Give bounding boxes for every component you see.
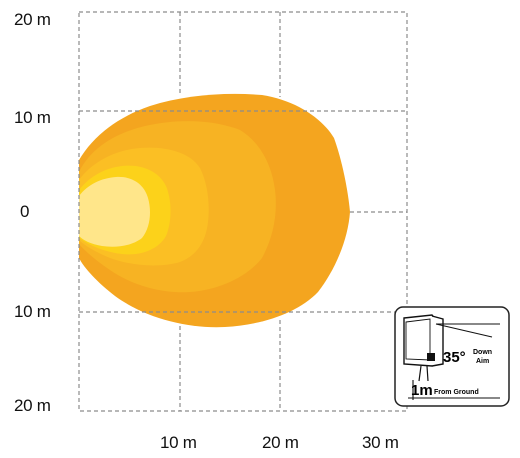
y-label: 10 m [14,302,51,321]
inset-angle-label-1: Down [473,349,492,356]
y-label: 0 [20,202,29,221]
beam-pattern [79,93,350,328]
inset-height-label: From Ground [434,389,479,396]
y-axis-labels: 20 m 10 m 0 10 m 20 m [14,10,51,415]
work-light-mount-icon [403,314,500,400]
y-label: 10 m [14,108,51,127]
x-label: 10 m [160,433,197,452]
x-axis-labels: 10 m 20 m 30 m [160,433,399,452]
beam-zone-core [79,176,150,247]
inset-angle-label-2: Aim [476,358,489,365]
inset-height: 1m [411,382,433,399]
mounting-inset: 35° Down Aim 1m From Ground [394,306,510,407]
y-label: 20 m [14,10,51,29]
inset-angle: 35° [443,349,466,366]
x-label: 30 m [362,433,399,452]
x-label: 20 m [262,433,299,452]
y-label: 20 m [14,396,51,415]
grid [78,11,408,412]
